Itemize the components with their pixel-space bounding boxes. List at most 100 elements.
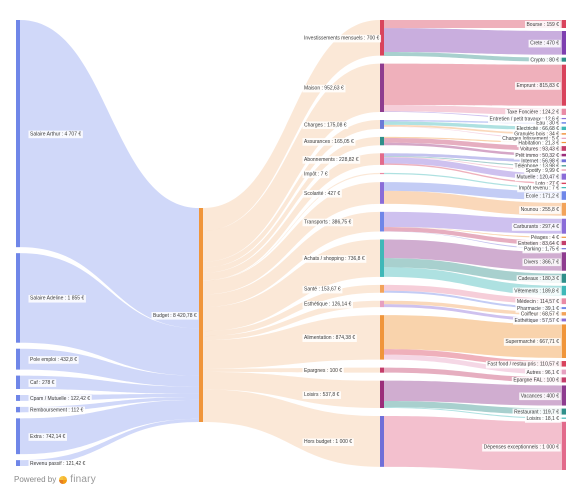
node-2-5[interactable]	[380, 172, 384, 175]
node-2-13[interactable]	[380, 380, 384, 409]
label-bg	[524, 192, 561, 201]
node-3-11[interactable]	[562, 146, 566, 151]
label-bg	[28, 379, 57, 387]
link-detail-11	[384, 137, 562, 151]
node-3-29[interactable]	[562, 307, 566, 310]
node-0-3[interactable]	[16, 375, 20, 390]
node-2-14[interactable]	[380, 416, 384, 467]
node-0-5[interactable]	[16, 406, 20, 413]
node-3-3[interactable]	[562, 64, 566, 106]
node-3-16[interactable]	[562, 173, 566, 180]
node-3-21[interactable]	[562, 218, 566, 234]
link-budget-12	[203, 367, 380, 373]
label-bg	[524, 167, 561, 175]
node-3-22[interactable]	[562, 236, 566, 238]
node-3-36[interactable]	[562, 385, 566, 406]
node-0-6[interactable]	[16, 418, 20, 455]
node-3-35[interactable]	[562, 377, 566, 383]
node-3-6[interactable]	[562, 122, 566, 124]
node-3-18[interactable]	[562, 187, 566, 189]
node-2-0[interactable]	[380, 20, 384, 56]
node-3-31[interactable]	[562, 318, 566, 322]
label-bg	[500, 135, 561, 143]
node-label-3-19: Ecole : 171,2 €	[526, 193, 560, 199]
node-3-26[interactable]	[562, 273, 566, 283]
node-2-1[interactable]	[380, 63, 384, 113]
node-3-7[interactable]	[562, 126, 566, 131]
finary-logo-icon	[59, 475, 68, 484]
node-2-12[interactable]	[380, 367, 384, 373]
label-bg	[151, 312, 199, 320]
node-3-19[interactable]	[562, 191, 566, 200]
node-3-0[interactable]	[562, 20, 566, 28]
node-3-33[interactable]	[562, 361, 566, 367]
link-detail-2	[384, 51, 562, 62]
node-3-25[interactable]	[562, 252, 566, 271]
node-2-6[interactable]	[380, 182, 384, 204]
node-3-20[interactable]	[562, 202, 566, 216]
node-3-15[interactable]	[562, 169, 566, 171]
label-bg	[534, 119, 561, 128]
node-3-23[interactable]	[562, 240, 566, 246]
label-bg	[302, 218, 354, 227]
node-3-34[interactable]	[562, 369, 566, 375]
node-3-37[interactable]	[562, 408, 566, 415]
node-3-12[interactable]	[562, 153, 566, 157]
node-label-0-5: Remboursement : 112 €	[30, 407, 83, 413]
node-3-4[interactable]	[562, 108, 566, 115]
label-bg	[512, 130, 561, 139]
node-2-3[interactable]	[380, 136, 384, 146]
node-label-3-33: Fast food / restau pris : 110,57 €	[487, 362, 559, 368]
node-label-2-5: Impôt : 7 €	[304, 171, 328, 177]
link-budget-0	[203, 20, 380, 231]
node-3-17[interactable]	[562, 182, 566, 185]
label-bg	[511, 376, 561, 385]
node-0-7[interactable]	[16, 460, 20, 466]
powered-by-text: Powered by	[14, 475, 57, 484]
node-2-4[interactable]	[380, 153, 384, 165]
label-bg	[524, 368, 561, 377]
node-3-9[interactable]	[562, 137, 566, 139]
node-3-13[interactable]	[562, 159, 566, 163]
node-3-28[interactable]	[562, 298, 566, 305]
node-3-1[interactable]	[562, 30, 566, 55]
node-2-2[interactable]	[380, 120, 384, 129]
node-label-3-22: Péages : 4 €	[531, 235, 559, 241]
node-2-8[interactable]	[380, 239, 384, 277]
node-2-7[interactable]	[380, 211, 384, 232]
node-2-10[interactable]	[380, 300, 384, 308]
node-label-0-3: Caf : 278 €	[30, 380, 55, 386]
label-bg	[302, 189, 342, 198]
node-2-11[interactable]	[380, 315, 384, 360]
node-3-27[interactable]	[562, 285, 566, 296]
footer-branding: Powered by finary	[14, 474, 96, 485]
node-3-8[interactable]	[562, 133, 566, 135]
label-bg	[302, 84, 346, 93]
node-label-3-12: Prêt immo : 50,32 €	[515, 153, 559, 159]
node-3-39[interactable]	[562, 421, 566, 470]
node-3-14[interactable]	[562, 165, 566, 167]
node-0-1[interactable]	[16, 253, 20, 343]
node-0-4[interactable]	[16, 395, 20, 401]
node-3-24[interactable]	[562, 248, 566, 250]
node-label-3-11: Voitures : 93,43 €	[520, 146, 559, 152]
node-3-2[interactable]	[562, 57, 566, 62]
link-detail-15	[384, 156, 562, 171]
node-3-30[interactable]	[562, 312, 566, 316]
node-0-0[interactable]	[16, 20, 20, 248]
node-3-38[interactable]	[562, 417, 566, 419]
label-bg	[302, 300, 353, 309]
node-2-9[interactable]	[380, 284, 384, 293]
label-bg	[517, 184, 561, 193]
node-label-3-14: Téléphone : 13,98 €	[515, 164, 560, 170]
node-0-2[interactable]	[16, 348, 20, 370]
node-label-3-26: Cadeaux : 180,3 €	[518, 276, 559, 282]
node-label-0-7: Revenu passif : 121,42 €	[30, 461, 86, 467]
node-3-10[interactable]	[562, 141, 566, 144]
node-3-5[interactable]	[562, 117, 566, 120]
node-1-0[interactable]	[199, 208, 203, 422]
label-bg	[28, 356, 79, 364]
label-bg	[302, 438, 354, 447]
node-3-32[interactable]	[562, 324, 566, 359]
label-bg	[529, 234, 561, 242]
